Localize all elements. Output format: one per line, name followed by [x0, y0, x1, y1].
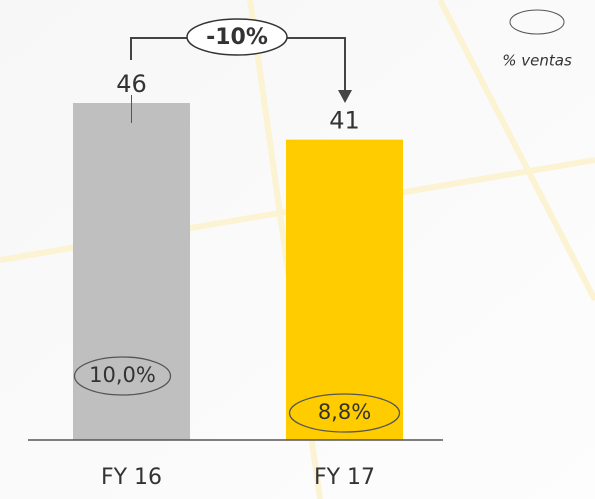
- x-tick-label: FY 16: [101, 465, 162, 490]
- annotation: -10%: [206, 25, 268, 50]
- bar: [73, 103, 190, 440]
- pct-ellipse: [73, 356, 172, 396]
- value-label: 46: [116, 70, 147, 98]
- legend-symbol: [509, 9, 565, 35]
- pct-ellipse: [288, 393, 401, 433]
- bar: [286, 139, 403, 440]
- pct-label: 10,0%: [89, 363, 156, 387]
- legend-label: % ventas: [502, 52, 572, 70]
- pct-label: 8,8%: [318, 400, 371, 424]
- x-tick-label: FY 17: [314, 465, 375, 490]
- value-label: 41: [329, 107, 360, 135]
- arrow-head: [338, 90, 352, 103]
- plot: 46 FY 16 10,0% 41 FY 17 8,8%: [73, 70, 403, 490]
- change-arrow: [130, 37, 346, 92]
- annotation-ellipse: [186, 18, 288, 56]
